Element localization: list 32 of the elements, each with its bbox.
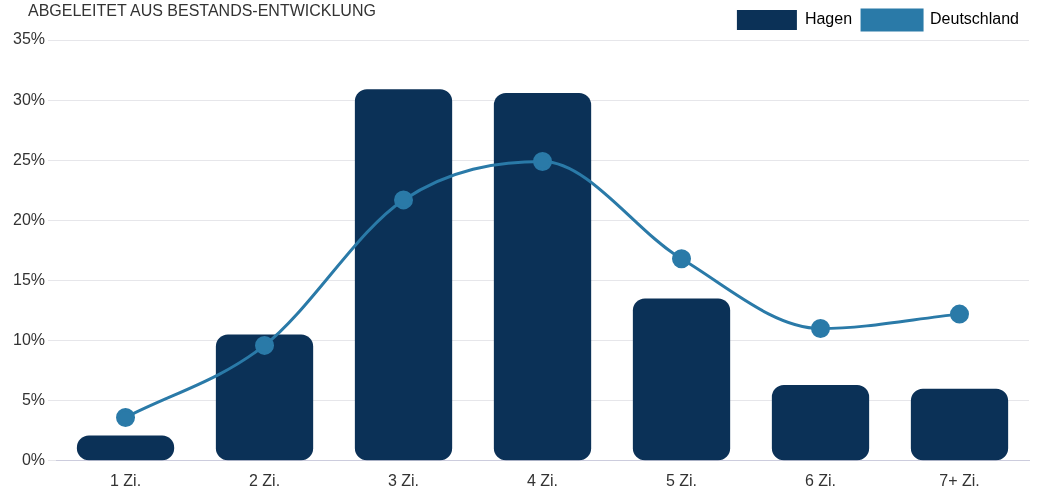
y-tick-label: 25% (12, 150, 46, 168)
y-tick-label: 35% (12, 30, 46, 48)
y-tick-label: 10% (12, 330, 46, 348)
y-tick-label: 30% (12, 90, 46, 108)
legend-label: Hagen (804, 10, 853, 28)
point (672, 249, 692, 269)
y-tick-label: 20% (12, 210, 46, 228)
y-tick-label: 0% (21, 451, 46, 469)
y-tick-label: 15% (12, 270, 46, 288)
point (533, 151, 553, 171)
bar (354, 89, 453, 461)
x-tick-label: 7+ Zi. (939, 471, 980, 489)
point (394, 190, 414, 210)
point (950, 304, 969, 324)
bar (76, 435, 175, 461)
chart-title: ABGELEITET AUS BESTANDS-ENTWICKLUNG (28, 2, 376, 20)
y-tick-label: 5% (21, 391, 46, 409)
x-tick-label: 5 Zi. (665, 471, 698, 489)
legend-label: Deutschland (930, 10, 1020, 28)
bar (632, 298, 731, 461)
bar (493, 92, 592, 461)
x-tick-label: 4 Zi. (526, 471, 559, 489)
x-tick-label: 1 Zi. (109, 471, 142, 489)
point (116, 408, 136, 428)
bar (771, 385, 870, 461)
x-tick-label: 3 Zi. (387, 471, 420, 489)
point (811, 319, 831, 339)
point (255, 335, 275, 355)
x-tick-label: 2 Zi. (248, 471, 281, 489)
bar (215, 334, 314, 461)
bar (910, 388, 1009, 461)
x-tick-label: 6 Zi. (804, 471, 837, 489)
